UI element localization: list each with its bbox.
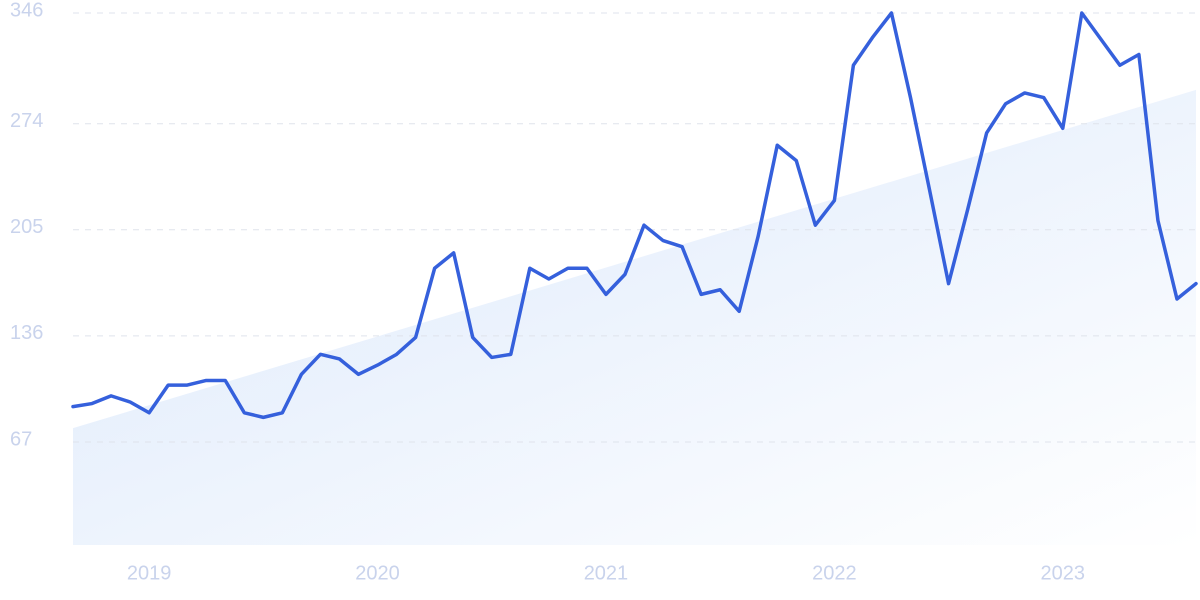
y-tick-label: 67	[10, 428, 32, 450]
y-tick-label: 274	[10, 110, 43, 132]
x-tick-label: 2022	[812, 562, 857, 584]
trend-line	[71, 11, 1198, 420]
x-tick-label: 2021	[584, 562, 629, 584]
x-tick-label: 2023	[1041, 562, 1086, 584]
trend-area	[73, 89, 1196, 546]
y-tick-label: 205	[10, 216, 43, 238]
y-tick-label: 346	[10, 0, 43, 21]
x-tick-label: 2019	[127, 562, 172, 584]
y-tick-label: 136	[10, 322, 43, 344]
x-tick-label: 2020	[355, 562, 400, 584]
